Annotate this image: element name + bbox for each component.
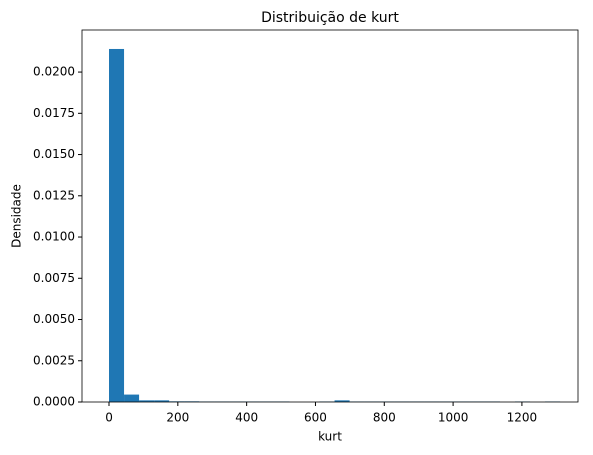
x-tick-label: 0 — [105, 411, 113, 425]
x-tick-label: 400 — [235, 411, 258, 425]
plot-frame — [81, 29, 579, 403]
y-tick-label: 0.0075 — [33, 271, 75, 285]
bar — [154, 400, 170, 402]
x-axis-label: kurt — [318, 430, 342, 444]
x-tick-label: 1000 — [438, 411, 469, 425]
bar — [124, 394, 140, 402]
y-tick-label: 0.0050 — [33, 312, 75, 326]
y-axis-label: Densidade — [10, 184, 24, 248]
y-tick-label: 0.0025 — [33, 353, 75, 367]
y-tick-label: 0.0150 — [33, 147, 75, 161]
y-tick-label: 0.0125 — [33, 188, 75, 202]
bar — [109, 48, 125, 402]
x-tick-label: 600 — [304, 411, 327, 425]
x-tick-label: 1200 — [507, 411, 538, 425]
bar — [334, 400, 350, 402]
y-tick-label: 0.0175 — [33, 106, 75, 120]
bar — [139, 400, 155, 402]
y-tick-label: 0.0100 — [33, 230, 75, 244]
x-tick-label: 800 — [373, 411, 396, 425]
y-tick-label: 0.0200 — [33, 65, 75, 79]
y-tick-label: 0.0000 — [33, 395, 75, 409]
x-tick-label: 200 — [166, 411, 189, 425]
chart-title: Distribuição de kurt — [261, 10, 399, 26]
